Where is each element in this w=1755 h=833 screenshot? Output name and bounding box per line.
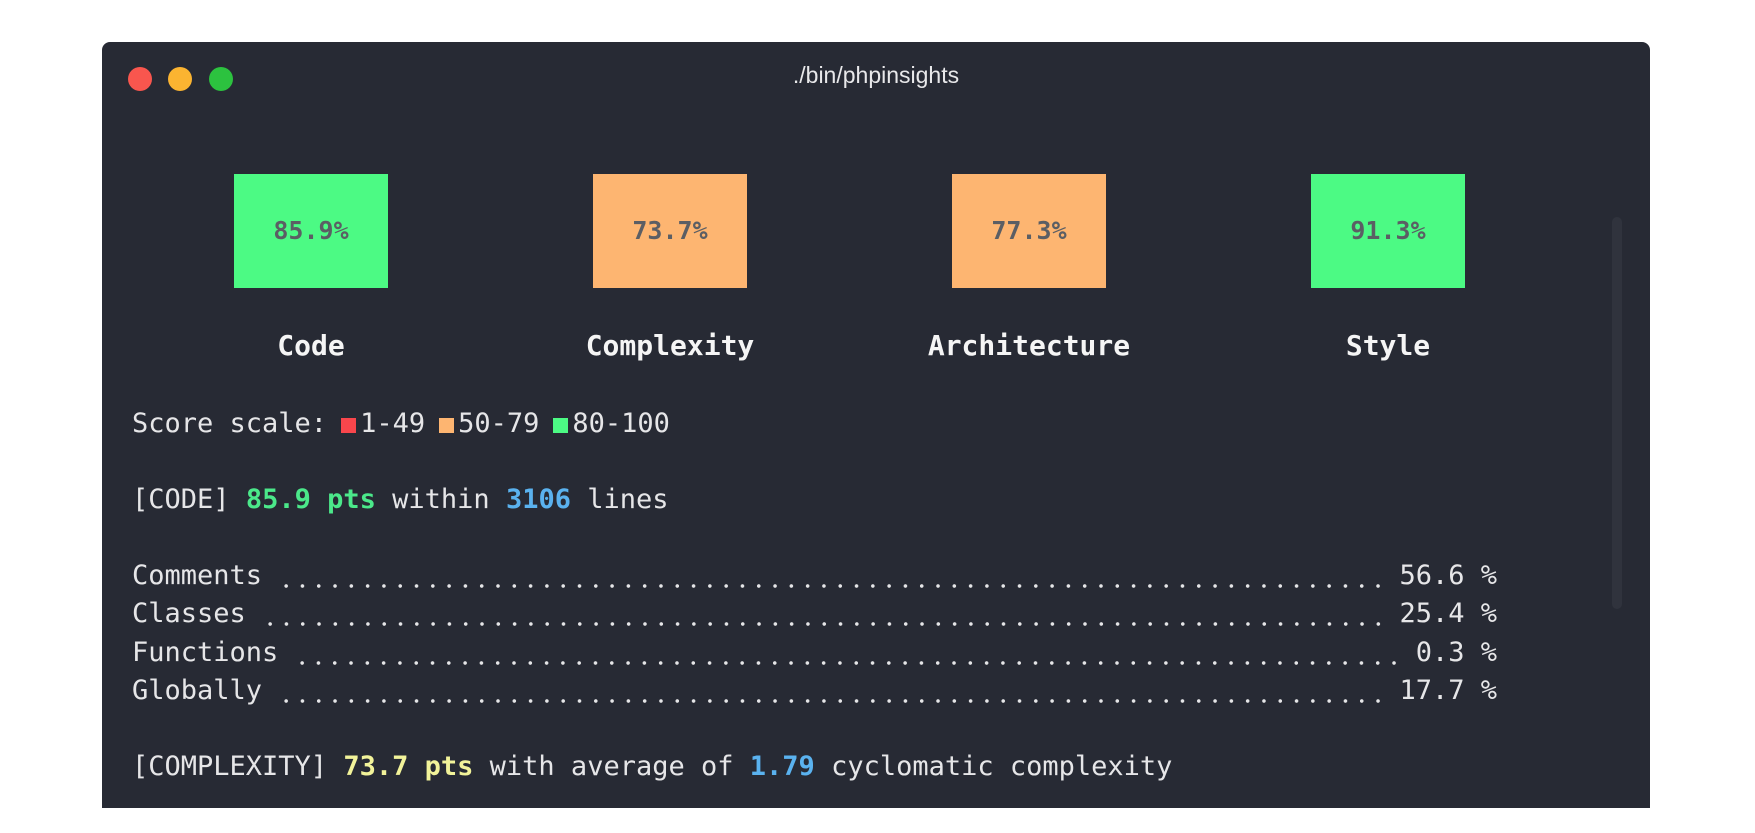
score-column: 91.3% Style (1208, 174, 1568, 362)
tag: [CODE] (132, 484, 230, 515)
metric-name: Globally (132, 674, 263, 706)
code-summary: [CODE] 85.9 pts within 3106 lines (132, 481, 669, 519)
score-label: Code (277, 329, 345, 362)
score-box: 91.3% (1311, 174, 1465, 288)
scale-swatch (439, 418, 455, 433)
metric-row: Globally 17.7 % (132, 671, 1497, 710)
metric-row: Classes 25.4 % (132, 595, 1497, 634)
metric-name: Comments (132, 560, 263, 591)
lines-count: 3106 (505, 484, 571, 515)
score-box: 77.3% (952, 174, 1106, 288)
metric-name: Classes (132, 598, 246, 630)
metric-name: Functions (132, 636, 279, 668)
window-title: ./bin/phpinsights (792, 62, 960, 88)
score-label: Architecture (927, 329, 1131, 362)
scale-swatch (341, 418, 357, 433)
text: within (392, 484, 490, 515)
score-scale: Score scale: 1-49 50-79 80-100 (132, 405, 670, 443)
close-button[interactable] (128, 67, 152, 91)
scale-swatch (553, 418, 569, 433)
minimize-button[interactable] (168, 67, 192, 91)
score-box: 73.7% (593, 174, 747, 288)
metric-value: 17.7 % (1399, 674, 1497, 706)
scale-range: 50-79 (458, 408, 540, 439)
leader (261, 595, 1384, 634)
scale-label: Score scale: (132, 408, 328, 439)
text: with average of (489, 751, 734, 782)
score-box: 85.9% (234, 174, 388, 288)
score-label: Style (1345, 329, 1431, 362)
metric-value: 25.4 % (1399, 598, 1497, 630)
metric-value: 0.3 % (1415, 636, 1497, 668)
scrollbar[interactable] (1612, 217, 1622, 609)
terminal-window: ./bin/phpinsights 85.9% Code 73.7% Complexi… (102, 42, 1650, 808)
leader (278, 557, 1384, 595)
metric-row: Comments 56.6 % (132, 557, 1497, 595)
score-column: 85.9% Code (131, 174, 491, 362)
scale-range: 1-49 (360, 408, 426, 439)
score-label: Complexity (585, 329, 755, 362)
average: 1.79 (749, 751, 815, 782)
score-column: 77.3% Architecture (849, 174, 1209, 362)
tag: [COMPLEXITY] (132, 751, 328, 782)
leader (278, 671, 1384, 710)
leader (294, 633, 1400, 672)
scale-range: 80-100 (572, 408, 670, 439)
maximize-button[interactable] (209, 67, 233, 91)
text: cyclomatic complexity (831, 751, 1173, 782)
text: lines (587, 484, 669, 515)
metric-row: Functions 0.3 % (132, 633, 1497, 672)
complexity-summary: [COMPLEXITY] 73.7 pts with average of 1.… (132, 748, 1172, 786)
points: 85.9 pts (245, 484, 376, 515)
points: 73.7 pts (343, 751, 474, 782)
score-column: 73.7% Complexity (490, 174, 850, 362)
metric-value: 56.6 % (1399, 560, 1497, 591)
